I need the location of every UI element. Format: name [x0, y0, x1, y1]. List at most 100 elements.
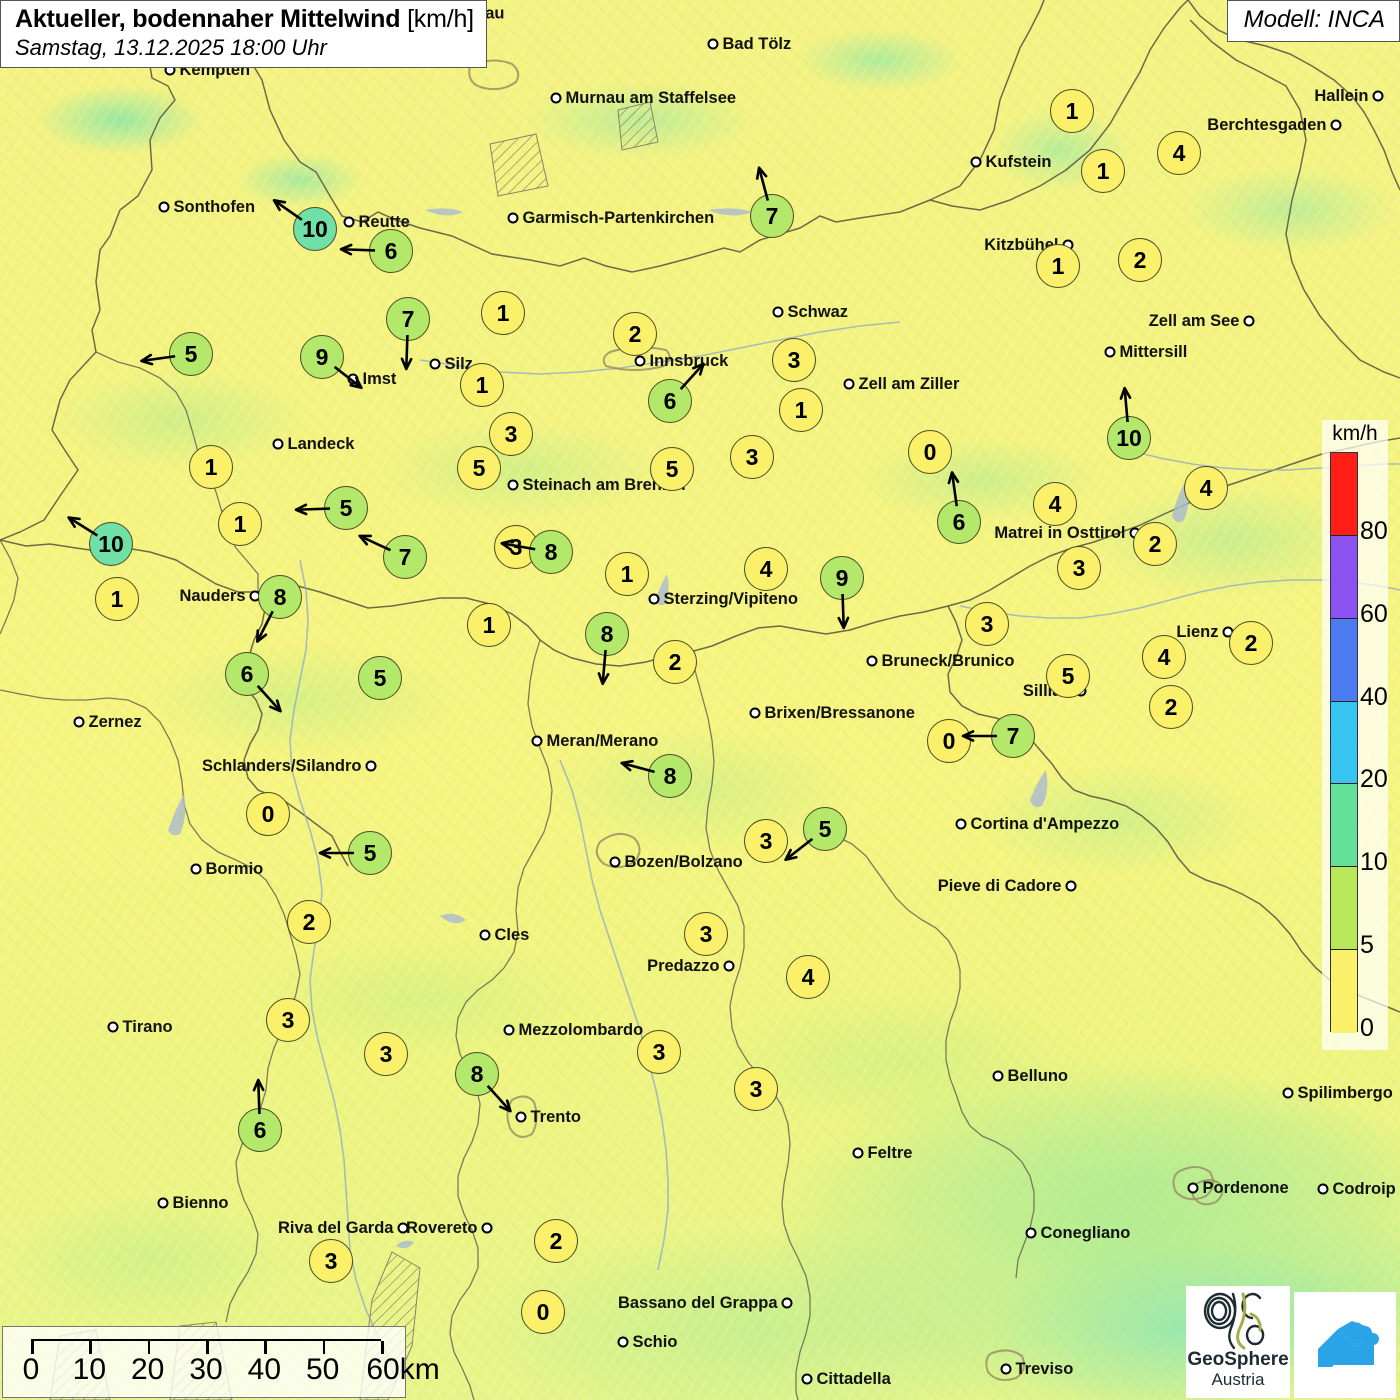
city-dot-icon — [107, 1021, 119, 1033]
wind-station-marker[interactable]: 3 — [309, 1239, 353, 1283]
wind-station-marker[interactable]: 5 — [294, 486, 368, 530]
wind-station-marker[interactable]: 2 — [1118, 238, 1162, 282]
wind-station-marker[interactable]: 1 — [605, 552, 649, 596]
city-dot-icon — [507, 479, 519, 491]
wind-speed-value: 9 — [300, 335, 344, 379]
city-dot-icon — [1282, 1087, 1294, 1099]
wind-station-marker[interactable]: 9 — [300, 335, 363, 390]
wind-station-marker[interactable]: 4 — [1184, 466, 1228, 510]
wind-speed-value: 8 — [455, 1052, 499, 1096]
wind-station-marker[interactable]: 7 — [961, 714, 1035, 758]
city-marker: Predazzo — [647, 957, 735, 975]
wind-station-marker[interactable]: 5 — [457, 446, 501, 490]
city-dot-icon — [365, 760, 377, 772]
wind-station-marker[interactable]: 5 — [318, 831, 392, 875]
wind-station-marker[interactable]: 8 — [620, 754, 692, 798]
city-dot-icon — [843, 378, 855, 390]
wind-station-marker[interactable]: 1 — [1081, 149, 1125, 193]
wind-station-marker[interactable]: 1 — [467, 603, 511, 647]
wind-station-marker[interactable]: 1 — [189, 445, 233, 489]
wind-station-marker[interactable]: 3 — [1057, 546, 1101, 590]
wind-station-marker[interactable]: 4 — [744, 547, 788, 591]
wind-station-marker[interactable]: 3 — [684, 912, 728, 956]
wind-station-marker[interactable]: 8 — [500, 530, 573, 574]
wind-station-marker[interactable]: 4 — [1033, 482, 1077, 526]
wind-station-marker[interactable]: 1 — [779, 388, 823, 432]
scale-bar-tick — [206, 1341, 209, 1354]
wind-station-marker[interactable]: 3 — [637, 1030, 681, 1074]
wind-station-marker[interactable]: 4 — [786, 955, 830, 999]
wind-station-marker[interactable]: 5 — [140, 332, 213, 376]
wind-speed-value: 3 — [266, 998, 310, 1042]
wind-station-marker[interactable]: 2 — [1133, 522, 1177, 566]
city-dot-icon — [609, 856, 621, 868]
wind-speed-value: 6 — [937, 500, 981, 544]
wind-station-marker[interactable]: 7 — [386, 297, 430, 371]
wind-speed-value: 6 — [648, 379, 692, 423]
wind-station-marker[interactable]: 0 — [521, 1290, 565, 1334]
wind-station-marker[interactable]: 6 — [225, 652, 282, 713]
city-marker: Zernez — [73, 713, 142, 731]
wind-station-marker[interactable]: 9 — [820, 556, 864, 630]
wind-station-marker[interactable]: 3 — [734, 1067, 778, 1111]
wind-station-marker[interactable]: 10 — [272, 199, 337, 251]
wind-station-marker[interactable]: 0 — [246, 792, 290, 836]
scale-bar-tick — [264, 1341, 267, 1354]
wind-station-marker[interactable]: 5 — [650, 447, 694, 491]
wind-station-marker[interactable]: 3 — [772, 338, 816, 382]
wind-speed-value: 5 — [169, 332, 213, 376]
wind-station-marker[interactable]: 1 — [95, 577, 139, 621]
wind-station-marker[interactable]: 1 — [460, 363, 504, 407]
wind-station-marker[interactable]: 2 — [1229, 621, 1273, 665]
city-label: Berchtesgaden — [1207, 115, 1327, 134]
wind-speed-value: 3 — [489, 412, 533, 456]
wind-speed-value: 4 — [744, 547, 788, 591]
wind-station-marker[interactable]: 3 — [266, 998, 310, 1042]
wind-station-marker[interactable]: 2 — [534, 1219, 578, 1263]
wind-station-marker[interactable]: 1 — [481, 291, 525, 335]
wind-station-marker[interactable]: 10 — [67, 516, 133, 566]
wind-station-marker[interactable]: 3 — [730, 435, 774, 479]
wind-speed-value: 3 — [730, 435, 774, 479]
wind-station-marker[interactable]: 6 — [339, 229, 413, 273]
city-label: Bozen/Bolzano — [624, 852, 743, 871]
wind-station-marker[interactable]: 6 — [937, 471, 981, 544]
wind-station-marker[interactable]: 1 — [1036, 244, 1080, 288]
wind-station-marker[interactable]: 2 — [1149, 685, 1193, 729]
wind-station-marker[interactable]: 4 — [1142, 635, 1186, 679]
wind-station-marker[interactable]: 3 — [364, 1032, 408, 1076]
wind-station-marker[interactable]: 1 — [218, 502, 262, 546]
city-dot-icon — [617, 1336, 629, 1348]
wind-station-marker[interactable]: 3 — [744, 819, 788, 863]
city-marker: Sonthofen — [158, 198, 255, 216]
wind-station-marker[interactable]: 5 — [1046, 654, 1090, 698]
legend-tick-label: 20 — [1360, 765, 1388, 794]
wind-station-marker[interactable]: 1 — [1050, 89, 1094, 133]
city-label: Bad Tölz — [722, 34, 792, 53]
wind-station-marker[interactable]: 7 — [358, 534, 427, 579]
wind-speed-value: 4 — [1184, 466, 1228, 510]
city-label: Schlanders/Silandro — [201, 756, 362, 775]
wind-station-marker[interactable]: 0 — [908, 430, 952, 474]
city-marker: Riva del Garda — [278, 1219, 409, 1237]
wind-station-marker[interactable]: 0 — [927, 719, 971, 763]
wind-station-marker[interactable]: 2 — [613, 312, 657, 356]
city-marker: Meran/Merano — [531, 732, 658, 750]
wind-station-marker[interactable]: 4 — [1157, 131, 1201, 175]
wind-station-marker[interactable]: 8 — [455, 1052, 512, 1113]
wind-station-marker[interactable]: 6 — [238, 1078, 282, 1152]
wind-station-marker[interactable]: 8 — [256, 575, 302, 643]
wind-speed-value: 10 — [1107, 416, 1151, 460]
wind-station-marker[interactable]: 2 — [287, 900, 331, 944]
wind-station-marker[interactable]: 3 — [965, 602, 1009, 646]
wind-station-marker[interactable]: 8 — [585, 612, 629, 686]
city-label: Zell am See — [1148, 311, 1240, 330]
wind-station-marker[interactable]: 3 — [489, 412, 533, 456]
wind-station-marker[interactable]: 5 — [358, 656, 402, 700]
wind-station-marker[interactable]: 6 — [648, 362, 705, 423]
wind-station-marker[interactable]: 5 — [784, 807, 847, 862]
wind-station-marker[interactable]: 7 — [750, 166, 794, 238]
wind-station-marker[interactable]: 2 — [653, 640, 697, 684]
wind-station-marker[interactable]: 10 — [1107, 386, 1151, 460]
